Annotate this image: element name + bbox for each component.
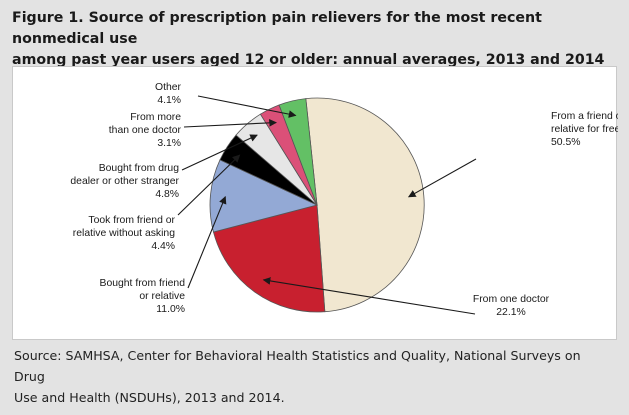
slice-label: From more than one doctor 3.1% [109, 112, 182, 149]
slice-label: Took from friend or relative without aski… [73, 215, 176, 252]
figure-title-line-1: Figure 1. Source of prescription pain re… [12, 10, 542, 47]
slice-value-label: 11.0% [156, 304, 185, 315]
slice-label-line: dealer or other stranger [70, 176, 179, 187]
slice-leader-arrow [177, 154, 241, 216]
figure-title: Figure 1. Source of prescription pain re… [12, 8, 612, 71]
slice-label-line: Took from friend or [88, 215, 175, 226]
figure-title-line-2: among past year users aged 12 or older: … [12, 52, 605, 68]
slice-value-label: 3.1% [157, 138, 181, 149]
pie-chart: From a friend or relative for free 50.5%Fr… [70, 82, 618, 318]
slice-leader-arrow [197, 95, 297, 118]
slice-label-line: From one doctor [473, 294, 550, 305]
slice-label: Bought from drug dealer or other stranger… [70, 163, 179, 200]
slice-leader-arrow [262, 277, 476, 315]
source-line-1: Source: SAMHSA, Center for Behavioral He… [14, 348, 581, 384]
source-note: Source: SAMHSA, Center for Behavioral He… [14, 345, 614, 408]
slice-label-line: or relative [139, 291, 185, 302]
slice-value-label: 22.1% [496, 307, 525, 318]
source-line-2: Use and Health (NSDUHs), 2013 and 2014. [14, 390, 285, 405]
slice-value-label: 4.1% [157, 95, 181, 106]
slice-leader-arrow [407, 158, 477, 198]
slice-label-line: Other [155, 82, 182, 93]
slice-leader-arrow [181, 134, 258, 171]
slice-label-line: From a friend or [551, 111, 618, 122]
slice-label: From one doctor 22.1% [473, 294, 550, 318]
slice-label-line: relative for free [551, 124, 618, 135]
pie-slice [305, 97, 425, 313]
chart-panel: From a friend or relative for free 50.5% Fr… [12, 66, 618, 340]
slice-value-label: 50.5% [551, 137, 580, 148]
slice-leader-arrow [183, 119, 277, 128]
slice-label: Bought from friend or relative 11.0% [100, 278, 186, 315]
slice-label: From a friend or relative for free 50.5% [551, 111, 618, 148]
slice-label-line: Bought from drug [99, 163, 180, 174]
slice-label-line: Bought from friend [100, 278, 186, 289]
slice-value-label: 4.4% [151, 241, 175, 252]
slice-leader-arrow [187, 196, 227, 289]
slice-value-label: 4.8% [155, 189, 179, 200]
slice-label: Other 4.1% [155, 82, 182, 106]
slice-label-line: than one doctor [109, 125, 182, 136]
pie-slice [209, 159, 319, 233]
slice-label-line: relative without asking [73, 228, 175, 239]
slice-label-line: From more [130, 112, 181, 123]
pie-slice [278, 98, 318, 206]
